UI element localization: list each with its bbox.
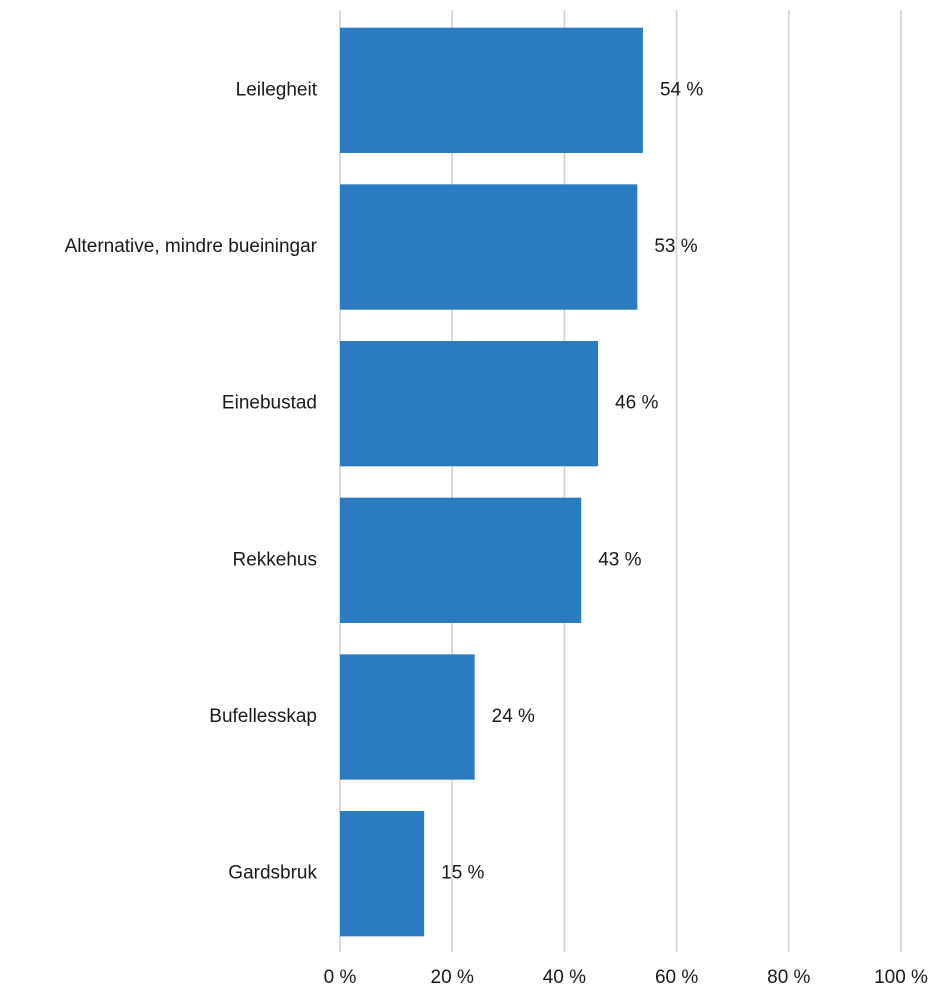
x-tick-label: 60 % bbox=[655, 967, 698, 988]
bar bbox=[340, 341, 599, 467]
data-label: 54 % bbox=[660, 79, 703, 100]
data-label: 46 % bbox=[615, 393, 658, 414]
bars bbox=[340, 27, 643, 937]
data-label: 53 % bbox=[654, 236, 697, 257]
bar bbox=[340, 654, 475, 780]
gridlines bbox=[339, 10, 902, 952]
labels: 0 % 20 % 40 % 60 % 80 % 100 % Leilegheit 54 % Al… bbox=[65, 79, 928, 988]
data-label: 24 % bbox=[492, 706, 535, 727]
category-label: Leilegheit bbox=[236, 79, 318, 100]
bar bbox=[340, 811, 425, 937]
category-label: Gardsbruk bbox=[228, 863, 317, 884]
bar bbox=[340, 497, 582, 623]
bar bbox=[340, 27, 643, 154]
x-tick-label: 100 % bbox=[874, 967, 928, 988]
category-label: Rekkehus bbox=[233, 549, 318, 570]
data-label: 43 % bbox=[598, 549, 641, 570]
x-tick-label: 0 % bbox=[324, 967, 357, 988]
data-label: 15 % bbox=[441, 863, 484, 884]
category-label: Einebustad bbox=[222, 393, 317, 414]
x-tick-label: 20 % bbox=[431, 967, 474, 988]
category-label: Bufellesskap bbox=[209, 706, 317, 727]
category-label: Alternative, mindre bueiningar bbox=[65, 236, 318, 257]
bar bbox=[340, 184, 638, 310]
x-tick-label: 80 % bbox=[767, 967, 810, 988]
x-tick-label: 40 % bbox=[543, 967, 586, 988]
